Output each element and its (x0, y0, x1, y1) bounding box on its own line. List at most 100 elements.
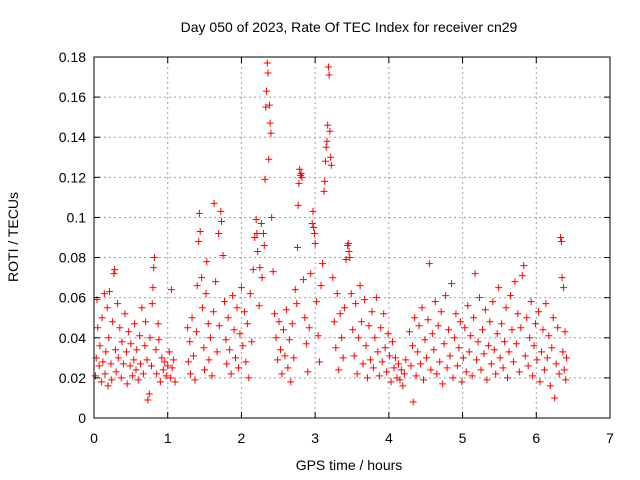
data-point (161, 358, 169, 366)
data-point (246, 290, 254, 298)
data-point (418, 304, 426, 312)
data-point (489, 298, 497, 306)
data-point (150, 254, 158, 262)
data-point (290, 354, 298, 362)
grid-lines (94, 57, 610, 418)
data-point (344, 240, 352, 248)
data-point (433, 370, 441, 378)
y-tick-label: 0.04 (59, 330, 86, 346)
data-point (186, 338, 194, 346)
data-point (218, 217, 226, 225)
data-point (287, 378, 295, 386)
data-point (374, 348, 382, 356)
data-point (309, 207, 317, 215)
data-point (272, 334, 280, 342)
data-point (481, 306, 489, 314)
data-point (355, 334, 363, 342)
data-point (248, 338, 256, 346)
data-point (99, 358, 107, 366)
data-point (119, 360, 127, 368)
data-point (136, 332, 144, 340)
data-point (249, 266, 257, 274)
data-point (224, 314, 232, 322)
data-point (377, 324, 385, 332)
data-point (527, 298, 535, 306)
data-point (208, 372, 216, 380)
data-point (302, 340, 310, 348)
x-tick-label: 4 (385, 430, 393, 446)
data-point (461, 324, 469, 332)
data-point (422, 354, 430, 362)
data-point (198, 304, 206, 312)
data-point (530, 342, 538, 350)
x-tick-label: 2 (238, 430, 246, 446)
data-point (471, 270, 479, 278)
data-point (456, 318, 464, 326)
data-point (486, 318, 494, 326)
data-point (229, 292, 237, 300)
data-point (191, 376, 199, 384)
data-point (258, 274, 266, 282)
data-point (380, 310, 388, 318)
data-point (219, 252, 227, 260)
data-point (198, 274, 206, 282)
data-point (490, 346, 498, 354)
data-point (314, 332, 322, 340)
data-point (437, 308, 445, 316)
data-point (275, 318, 283, 326)
data-point (122, 348, 130, 356)
data-point (483, 376, 491, 384)
data-point (316, 358, 324, 366)
data-point (368, 308, 376, 316)
data-point (534, 308, 542, 316)
data-point (267, 129, 275, 137)
data-point (114, 300, 122, 308)
data-point (536, 378, 544, 386)
data-point (205, 356, 213, 364)
data-point (156, 378, 164, 386)
data-point (230, 326, 238, 334)
data-point (366, 356, 374, 364)
data-point (372, 294, 380, 302)
data-point (409, 398, 417, 406)
data-point (209, 308, 217, 316)
data-point (295, 179, 303, 187)
data-point (159, 366, 167, 374)
y-tick-label: 0.08 (59, 250, 86, 266)
data-point (339, 354, 347, 362)
data-point (307, 270, 315, 278)
data-point (424, 316, 432, 324)
data-point (405, 328, 413, 336)
data-point (358, 318, 366, 326)
data-point (321, 177, 329, 185)
data-point (499, 364, 507, 372)
data-point (389, 338, 397, 346)
data-point (150, 264, 158, 272)
data-point (284, 364, 292, 372)
data-point (381, 344, 389, 352)
data-point (509, 358, 517, 366)
data-point (271, 310, 279, 318)
data-point (133, 346, 141, 354)
data-point (301, 314, 309, 322)
y-tick-label: 0.06 (59, 290, 86, 306)
data-point (167, 286, 175, 294)
data-point (201, 366, 209, 374)
data-point (220, 298, 228, 306)
data-point (386, 352, 394, 360)
data-point (521, 352, 529, 360)
data-point (311, 240, 319, 248)
data-point (517, 324, 525, 332)
data-point (125, 328, 133, 336)
data-point (448, 280, 456, 288)
data-point (559, 348, 567, 356)
data-point (552, 360, 560, 368)
data-point (293, 244, 301, 252)
data-point (251, 234, 259, 241)
data-point (449, 374, 457, 382)
data-point (256, 264, 264, 272)
data-point (329, 274, 337, 282)
data-point (411, 314, 419, 322)
data-point (265, 101, 273, 109)
data-point (223, 360, 231, 368)
